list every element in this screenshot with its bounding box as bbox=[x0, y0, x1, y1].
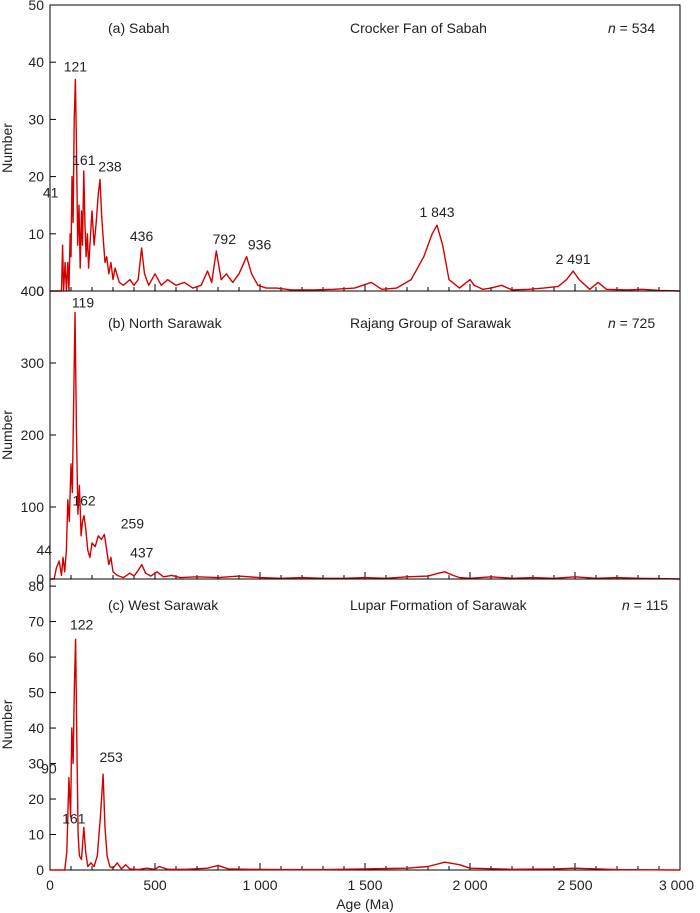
x-tick-label: 3 000 bbox=[659, 877, 694, 893]
y-tick-label: 60 bbox=[28, 649, 44, 665]
x-tick-label: 1 000 bbox=[242, 877, 277, 893]
peak-age-label: 41 bbox=[43, 185, 59, 201]
y-tick-label: 30 bbox=[28, 111, 44, 127]
panel-title: Lupar Formation of Sarawak bbox=[350, 597, 528, 613]
panel-title: Rajang Group of Sarawak bbox=[350, 315, 512, 331]
peak-age-label: 121 bbox=[64, 58, 88, 74]
sample-count: n = 115 bbox=[622, 597, 668, 613]
peak-age-label: 161 bbox=[72, 152, 96, 168]
y-tick-label: 10 bbox=[28, 226, 44, 242]
peak-age-label: 44 bbox=[36, 542, 52, 558]
peak-age-label: 259 bbox=[121, 515, 145, 531]
y-tick-label: 0 bbox=[36, 571, 44, 587]
y-tick-label: 20 bbox=[28, 169, 44, 185]
panel-frame bbox=[49, 4, 681, 292]
age-distribution-curve bbox=[50, 311, 681, 580]
x-axis-label: Age (Ma) bbox=[336, 896, 394, 912]
peak-age-label: 253 bbox=[99, 749, 123, 765]
sample-count: n = 534 bbox=[608, 20, 655, 36]
x-tick-label: 0 bbox=[46, 877, 54, 893]
peak-age-label: 436 bbox=[130, 228, 154, 244]
y-tick-label: 400 bbox=[21, 283, 45, 299]
peak-age-label: 119 bbox=[72, 295, 95, 311]
peak-age-label: 437 bbox=[130, 545, 154, 561]
peak-age-label: 122 bbox=[70, 616, 94, 632]
sample-count: n = 725 bbox=[608, 315, 655, 331]
y-tick-label: 200 bbox=[21, 427, 45, 443]
y-axis-label: Number bbox=[0, 123, 15, 173]
panel-label: (a) Sabah bbox=[108, 20, 169, 36]
peak-age-label: 1 843 bbox=[420, 204, 455, 220]
y-axis-label: Number bbox=[0, 410, 15, 460]
x-tick-label: 2 000 bbox=[452, 877, 487, 893]
x-tick-label: 500 bbox=[143, 877, 167, 893]
panel-label: (c) West Sarawak bbox=[108, 597, 219, 613]
y-tick-label: 40 bbox=[28, 720, 44, 736]
peak-age-label: 792 bbox=[213, 231, 237, 247]
y-tick-label: 0 bbox=[36, 862, 44, 878]
y-tick-label: 50 bbox=[28, 685, 44, 701]
y-tick-label: 80 bbox=[28, 578, 44, 594]
y-axis-label: Number bbox=[0, 699, 15, 749]
panel-label: (b) North Sarawak bbox=[108, 315, 223, 331]
panel-frame bbox=[49, 290, 681, 580]
panel-frame bbox=[49, 578, 681, 871]
peak-age-label: 936 bbox=[248, 237, 272, 253]
panel-title: Crocker Fan of Sabah bbox=[350, 20, 487, 36]
peak-age-label: 2 491 bbox=[556, 251, 591, 267]
age-distribution-curve bbox=[50, 638, 681, 871]
y-tick-label: 40 bbox=[28, 54, 44, 70]
x-tick-label: 2 500 bbox=[557, 877, 592, 893]
y-tick-label: 30 bbox=[28, 756, 44, 772]
peak-age-label: 161 bbox=[62, 810, 86, 826]
y-tick-label: 70 bbox=[28, 614, 44, 630]
age-distribution-curve bbox=[50, 78, 681, 292]
peak-age-label: 90 bbox=[41, 761, 57, 777]
peak-age-label: 238 bbox=[98, 158, 122, 174]
y-tick-label: 20 bbox=[28, 791, 44, 807]
y-tick-label: 10 bbox=[28, 827, 44, 843]
x-tick-label: 1 500 bbox=[347, 877, 382, 893]
y-tick-label: 0 bbox=[36, 283, 44, 299]
y-tick-label: 50 bbox=[28, 0, 44, 13]
y-tick-label: 300 bbox=[21, 355, 45, 371]
peak-age-label: 162 bbox=[72, 493, 96, 509]
y-tick-label: 100 bbox=[21, 499, 45, 515]
